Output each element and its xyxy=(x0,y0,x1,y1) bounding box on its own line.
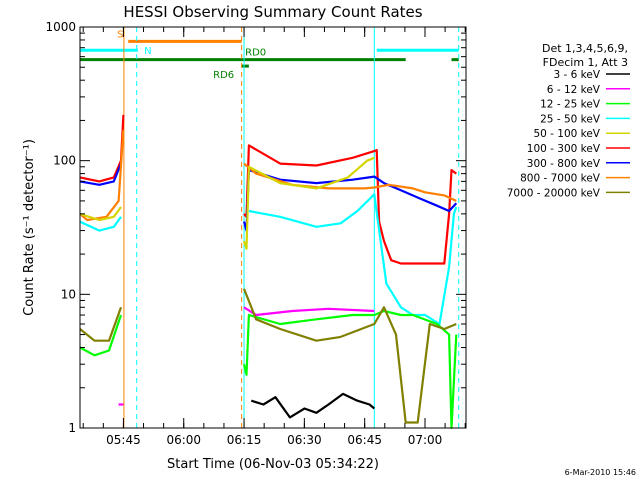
legend: Det 1,3,4,5,6,9,FDecim 1, Att 33 - 6 keV… xyxy=(507,42,630,199)
x-tick-label: 07:00 xyxy=(408,433,443,447)
state-bar-label: RD0 xyxy=(245,48,266,59)
x-tick-label: 06:45 xyxy=(347,433,382,447)
series-line-2 xyxy=(79,129,457,222)
axis-ticks: 1 10 100 1000 05:45 06:00 06:15 06:30 06:45 07:00 xyxy=(45,20,466,447)
x-tick-label: 06:00 xyxy=(166,433,201,447)
x-tick-label: 06:30 xyxy=(287,433,322,447)
legend-header: Det 1,3,4,5,6,9, xyxy=(542,42,628,55)
footer-date: 6-Mar-2010 15:46 xyxy=(565,468,636,477)
series-line-4 xyxy=(79,193,458,326)
x-tick-label: 05:45 xyxy=(106,433,141,447)
plot-frame xyxy=(79,26,467,429)
series-line-7 xyxy=(79,288,457,424)
y-tick-label: 10 xyxy=(61,287,76,301)
legend-item-label: 7000 - 20000 keV xyxy=(507,187,601,199)
instrument-state-bars: S N RD0 RD6 xyxy=(80,29,459,81)
chart-title: HESSI Observing Summary Count Rates xyxy=(123,3,422,21)
legend-item-label: 25 - 50 keV xyxy=(540,113,601,125)
legend-item-label: 800 - 7000 keV xyxy=(520,173,601,185)
legend-item-label: 3 - 6 keV xyxy=(553,69,600,81)
legend-item-label: 12 - 25 keV xyxy=(540,99,601,111)
legend-item-label: 300 - 800 keV xyxy=(527,158,601,170)
legend-item-label: 6 - 12 keV xyxy=(547,84,601,96)
mode-change-lines xyxy=(123,27,460,428)
state-bar-label: S xyxy=(117,29,123,40)
series-line-8 xyxy=(250,392,376,419)
x-axis-label: Start Time (06-Nov-03 05:34:22) xyxy=(167,457,379,472)
y-tick-label: 100 xyxy=(53,154,76,168)
x-tick-label: 06:15 xyxy=(227,433,262,447)
legend-item-label: 100 - 300 keV xyxy=(527,143,601,155)
series-line-5 xyxy=(118,306,375,406)
state-bar-label: N xyxy=(144,46,151,57)
legend-header: FDecim 1, Att 3 xyxy=(543,56,628,69)
series-line-3 xyxy=(79,156,375,250)
state-bar-label: RD6 xyxy=(213,70,234,81)
y-axis-label: Count Rate (s⁻¹ detector⁻¹) xyxy=(22,139,37,316)
legend-item-label: 50 - 100 keV xyxy=(533,128,600,140)
y-tick-label: 1 xyxy=(68,421,76,435)
series-curves xyxy=(79,114,458,430)
y-tick-label: 1000 xyxy=(45,20,76,34)
